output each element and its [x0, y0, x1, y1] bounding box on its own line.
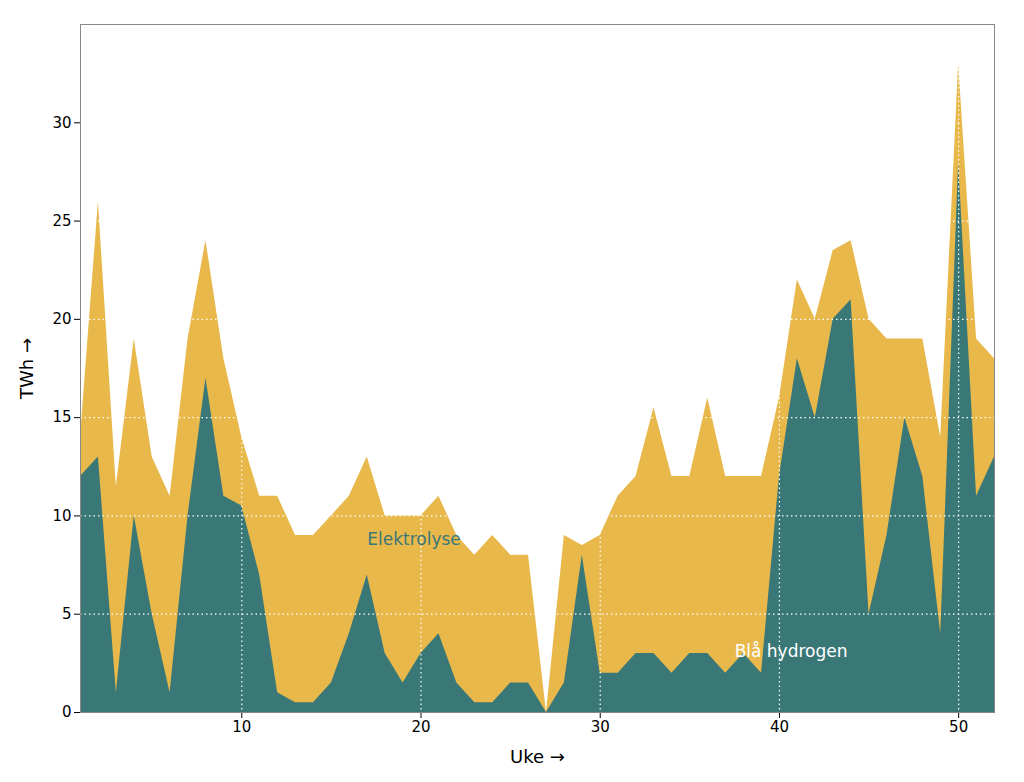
svg-text:25: 25 — [52, 212, 71, 230]
svg-text:40: 40 — [770, 718, 789, 736]
svg-text:20: 20 — [411, 718, 430, 736]
svg-text:0: 0 — [62, 703, 72, 721]
svg-text:Elektrolyse: Elektrolyse — [367, 529, 461, 549]
svg-text:5: 5 — [62, 605, 72, 623]
svg-text:50: 50 — [949, 718, 968, 736]
svg-text:10: 10 — [232, 718, 251, 736]
svg-text:20: 20 — [52, 310, 71, 328]
svg-text:30: 30 — [52, 114, 71, 132]
svg-text:15: 15 — [52, 408, 71, 426]
svg-text:30: 30 — [591, 718, 610, 736]
svg-text:TWh →: TWh → — [16, 338, 37, 400]
svg-text:Uke →: Uke → — [510, 746, 565, 767]
svg-text:Blå hydrogen: Blå hydrogen — [735, 641, 848, 661]
svg-text:10: 10 — [52, 507, 71, 525]
